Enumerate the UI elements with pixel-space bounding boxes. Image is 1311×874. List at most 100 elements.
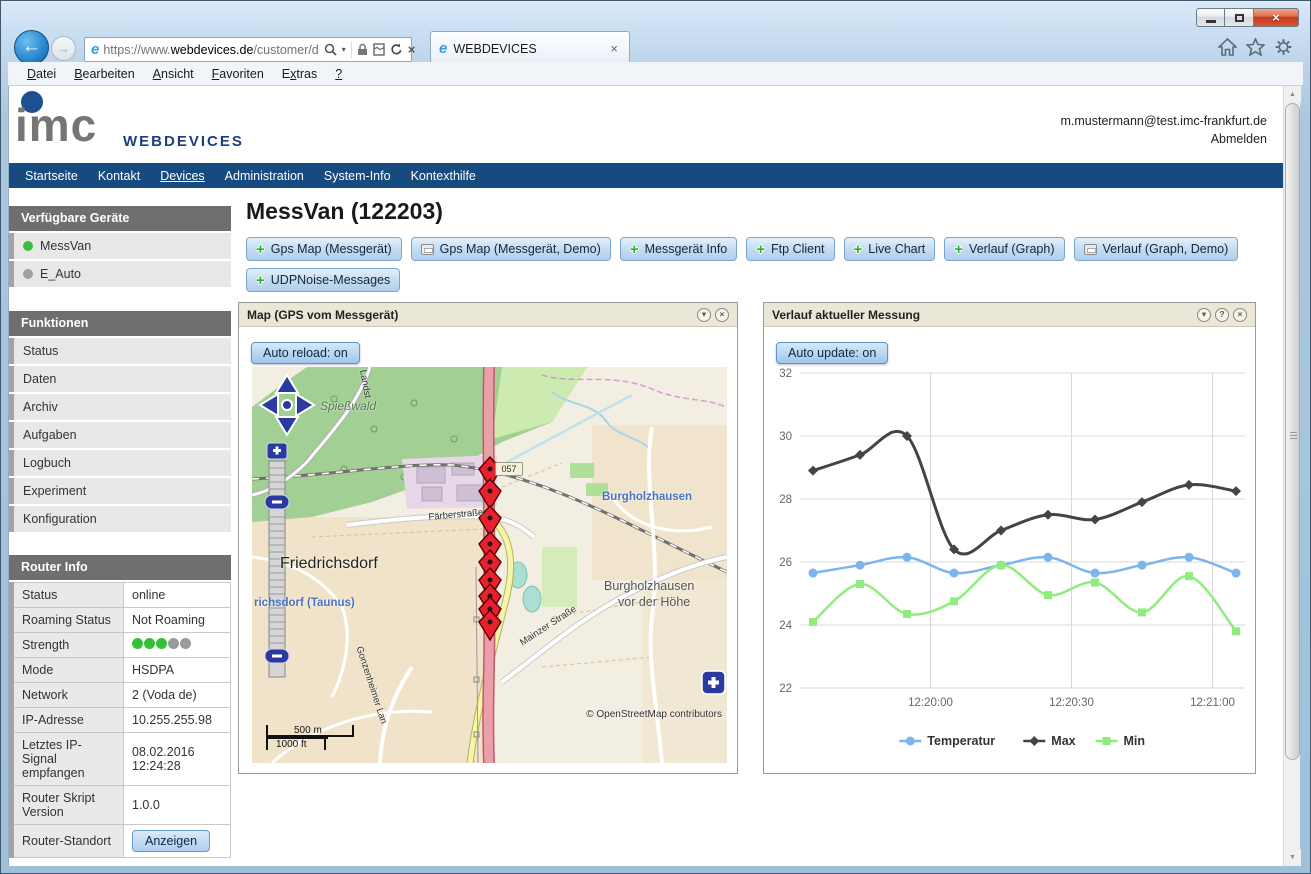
scrollbar-thumb[interactable] xyxy=(1285,103,1300,760)
svg-text:28: 28 xyxy=(779,494,792,506)
search-icon[interactable] xyxy=(324,43,337,56)
ie-page-icon: e xyxy=(91,41,100,58)
sidebar-item-aufgaben[interactable]: Aufgaben xyxy=(9,422,231,448)
device-status-dot xyxy=(23,241,33,251)
logout-link[interactable]: Abmelden xyxy=(1210,132,1267,146)
window-icon xyxy=(420,243,434,255)
live-chart-button[interactable]: + Live Chart xyxy=(843,237,936,261)
forest-area xyxy=(252,367,587,522)
table-row: Letztes IP-Signal empfangen 08.02.2016 12… xyxy=(11,732,231,786)
ftp-client-button[interactable]: + Ftp Client xyxy=(746,237,835,261)
map-label: Friedrichsdorf xyxy=(280,555,378,572)
imc-logo-dot xyxy=(21,91,43,113)
home-icon[interactable] xyxy=(1218,38,1237,56)
udpnoise-messages-button[interactable]: + UDPNoise-Messages xyxy=(246,268,401,292)
gps-map-button[interactable]: + Gps Map (Messgerät) xyxy=(246,237,402,261)
scroll-up-icon[interactable]: ▲ xyxy=(1284,86,1301,103)
back-button[interactable]: ← xyxy=(14,30,49,65)
anzeigen-button[interactable]: Anzeigen xyxy=(132,830,211,852)
page-scrollbar[interactable]: ▲ ▼ xyxy=(1283,86,1301,866)
auto-update-button[interactable]: Auto update: on xyxy=(776,342,889,364)
openstreetmap xyxy=(252,367,727,763)
sidebar: Verfügbare Geräte MessVan E_Auto Funktio… xyxy=(9,206,231,858)
chart-panel: Verlauf aktueller Messung ▾ ? × Auto upd… xyxy=(763,302,1256,774)
zoom-slider[interactable] xyxy=(264,442,290,678)
gps-map-demo-button[interactable]: Gps Map (Messgerät, Demo) xyxy=(410,237,611,261)
map-canvas[interactable]: Spießwald Landst Färberstraße Burgholzhause… xyxy=(252,367,727,763)
panel-collapse-icon[interactable]: ▾ xyxy=(1197,307,1211,322)
verlauf-graph-button[interactable]: + Verlauf (Graph) xyxy=(944,237,1065,261)
svg-text:26: 26 xyxy=(779,557,792,569)
map-label: vor der Höhe xyxy=(618,595,691,609)
close-icon: × xyxy=(1272,10,1280,25)
panel-collapse-icon[interactable]: ▾ xyxy=(697,307,711,322)
menu-extras[interactable]: Extras xyxy=(281,66,318,81)
sidebar-item-daten[interactable]: Daten xyxy=(9,366,231,392)
svg-text:30: 30 xyxy=(779,431,792,443)
auto-reload-button[interactable]: Auto reload: on xyxy=(251,342,360,364)
scroll-down-icon[interactable]: ▼ xyxy=(1284,849,1301,866)
main-content: MessVan (122203) + Gps Map (Messgerät) Gp… xyxy=(238,188,1283,774)
table-row: IP-Adresse 10.255.255.98 xyxy=(11,707,231,733)
signal-strength-dots xyxy=(132,638,192,652)
map-label: richsdorf (Taunus) xyxy=(254,597,355,609)
autocomplete-caret-icon[interactable]: ▾ xyxy=(341,45,346,54)
nav-system-info[interactable]: System-Info xyxy=(323,168,391,183)
tab-title: WEBDEVICES xyxy=(453,41,537,56)
plus-icon: + xyxy=(853,240,863,258)
plus-icon: + xyxy=(256,271,265,289)
menu-hilfe[interactable]: ? xyxy=(335,66,343,81)
brand-title: WEBDEVICES xyxy=(123,133,244,150)
tools-gear-icon[interactable] xyxy=(1274,38,1293,56)
menu-ansicht[interactable]: Ansicht xyxy=(152,66,194,81)
svg-text:12:20:30: 12:20:30 xyxy=(1049,697,1094,709)
maximize-map-button[interactable] xyxy=(701,670,726,695)
nav-administration[interactable]: Administration xyxy=(224,168,304,183)
svg-text:32: 32 xyxy=(779,368,792,380)
sidebar-item-experiment[interactable]: Experiment xyxy=(9,478,231,504)
stop-icon[interactable]: × xyxy=(407,42,416,57)
close-button[interactable]: × xyxy=(1254,8,1299,27)
ie-tab-icon: e xyxy=(439,40,448,57)
lock-icon xyxy=(357,43,368,56)
page-title: MessVan (122203) xyxy=(246,198,443,224)
menu-datei[interactable]: Datei xyxy=(27,66,57,81)
table-row: Router-Standort Anzeigen xyxy=(11,824,231,858)
url-scheme: https://www. xyxy=(103,42,171,57)
nav-kontakt[interactable]: Kontakt xyxy=(97,168,141,183)
sidebar-item-konfiguration[interactable]: Konfiguration xyxy=(9,506,231,532)
scale-imperial: 1000 ft xyxy=(266,737,328,750)
nav-kontexthilfe[interactable]: Kontexthilfe xyxy=(410,168,476,183)
verlauf-graph-demo-button[interactable]: Verlauf (Graph, Demo) xyxy=(1073,237,1239,261)
tab-close-icon[interactable]: × xyxy=(610,41,618,56)
plus-icon: + xyxy=(629,240,639,258)
address-bar[interactable]: e https://www. webdevices.de/customer/d ▾… xyxy=(84,37,415,62)
window-controls: × xyxy=(1196,8,1299,27)
imc-logo: imc xyxy=(15,99,98,151)
panel-close-icon[interactable]: × xyxy=(1233,307,1247,322)
nav-startseite[interactable]: Startseite xyxy=(25,168,78,183)
sidebar-item-status[interactable]: Status xyxy=(9,338,231,364)
messgeraet-info-button[interactable]: + Messgerät Info xyxy=(619,237,738,261)
favorites-star-icon[interactable] xyxy=(1246,38,1265,56)
sidebar-item-logbuch[interactable]: Logbuch xyxy=(9,450,231,476)
nav-devices[interactable]: Devices xyxy=(160,168,205,183)
minimize-button[interactable] xyxy=(1196,8,1225,27)
panel-help-icon[interactable]: ? xyxy=(1215,307,1229,322)
pan-control[interactable] xyxy=(258,373,316,437)
browser-tab[interactable]: e WEBDEVICES × xyxy=(430,31,630,65)
sidebar-item-archiv[interactable]: Archiv xyxy=(9,394,231,420)
router-info-header: Router Info xyxy=(9,555,231,580)
forward-button[interactable]: → xyxy=(51,36,76,61)
menu-favoriten[interactable]: Favoriten xyxy=(211,66,264,81)
main-nav: Startseite Kontakt Devices Administratio… xyxy=(9,163,1283,188)
compatibility-view-icon[interactable] xyxy=(373,43,385,56)
menu-bearbeiten[interactable]: Bearbeiten xyxy=(74,66,135,81)
refresh-icon[interactable] xyxy=(390,43,403,56)
panel-close-icon[interactable]: × xyxy=(715,307,729,322)
restore-button[interactable] xyxy=(1225,8,1254,27)
back-arrow-icon: ← xyxy=(22,36,41,57)
sidebar-item-e-auto[interactable]: E_Auto xyxy=(9,261,231,287)
sidebar-item-messvan[interactable]: MessVan xyxy=(9,233,231,259)
